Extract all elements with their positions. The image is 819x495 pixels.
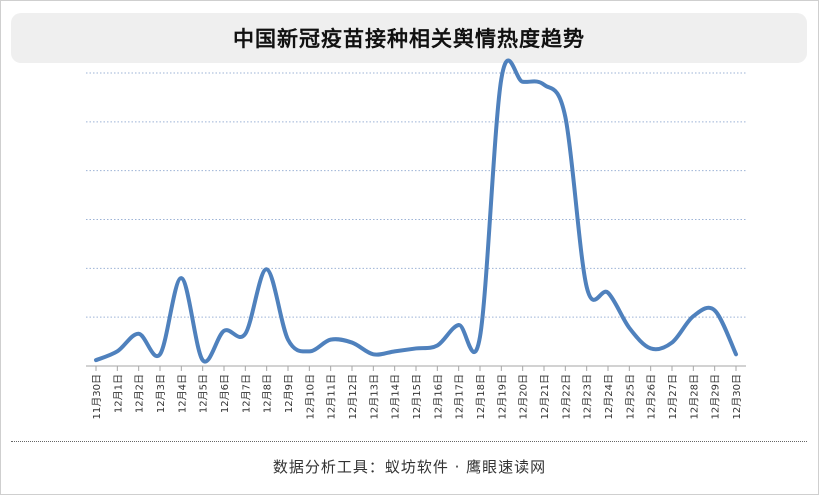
x-tick-label: 12月25日 <box>624 374 636 419</box>
x-tick-label: 12月28日 <box>688 374 700 419</box>
x-tick-label: 12月30日 <box>731 374 743 419</box>
x-tick-label: 12月17日 <box>454 374 466 419</box>
x-tick-label: 12月12日 <box>347 374 359 419</box>
x-tick-label: 12月14日 <box>390 374 402 419</box>
title-banner: 中国新冠疫苗接种相关舆情热度趋势 <box>11 13 807 63</box>
x-tick-label: 12月16日 <box>432 374 444 419</box>
x-tick-label: 12月7日 <box>240 374 252 413</box>
data-point <box>435 343 439 347</box>
data-point <box>457 323 461 327</box>
x-tick-label: 12月6日 <box>219 374 231 413</box>
data-point <box>350 341 354 345</box>
x-tick-label: 12月23日 <box>582 374 594 419</box>
data-point <box>286 338 290 342</box>
x-tick-label: 12月19日 <box>496 374 508 419</box>
data-point <box>201 358 205 362</box>
x-tick-label: 12月15日 <box>411 374 423 419</box>
x-tick-label: 12月26日 <box>646 374 658 419</box>
x-tick-label: 12月29日 <box>710 374 722 419</box>
data-point <box>542 83 546 87</box>
data-point <box>649 346 653 350</box>
chart-title: 中国新冠疫苗接种相关舆情热度趋势 <box>233 27 585 51</box>
data-point <box>222 329 226 333</box>
x-tick-label: 12月20日 <box>518 374 530 419</box>
data-point <box>478 335 482 339</box>
x-tick-label: 12月3日 <box>155 374 167 413</box>
data-point <box>414 346 418 350</box>
data-point <box>393 349 397 353</box>
x-tick-label: 12月8日 <box>262 374 274 413</box>
data-point <box>243 332 247 336</box>
data-point <box>585 285 589 289</box>
x-tick-label: 12月13日 <box>368 374 380 419</box>
footer-source-text: 数据分析工具：蚁坊软件 · 鹰眼速读网 <box>272 458 547 476</box>
data-point <box>627 326 631 330</box>
x-tick-label: 11月30日 <box>91 374 103 419</box>
data-point <box>265 267 269 271</box>
data-point <box>371 352 375 356</box>
x-tick-label: 12月4日 <box>176 374 188 413</box>
data-point <box>670 341 674 345</box>
x-tick-label: 12月9日 <box>283 374 295 413</box>
data-point <box>734 352 738 356</box>
data-point <box>158 352 162 356</box>
data-point <box>606 291 610 295</box>
data-point <box>713 308 717 312</box>
data-point <box>137 332 141 336</box>
data-point <box>307 349 311 353</box>
x-tick-label: 12月5日 <box>198 374 210 413</box>
x-tick-label: 12月21日 <box>539 374 551 419</box>
series-line <box>94 58 738 364</box>
data-point <box>179 276 183 280</box>
data-point <box>691 314 695 318</box>
data-point <box>521 80 525 84</box>
line-chart: 11月30日 12月1日 12月2日 12月3日 12月4日 12月5日 12月6日 12月7… <box>86 58 746 419</box>
data-point <box>499 77 503 81</box>
data-point <box>329 338 333 342</box>
x-tick-label: 12月10日 <box>304 374 316 419</box>
data-point <box>94 358 98 362</box>
footer-divider <box>11 441 807 442</box>
data-point <box>563 115 567 119</box>
data-point <box>115 349 119 353</box>
x-tick-label: 12月11日 <box>326 374 338 419</box>
x-tick-label: 12月22日 <box>560 374 572 419</box>
x-tick-label: 12月27日 <box>667 374 679 419</box>
x-tick-label: 12月2日 <box>134 374 146 413</box>
x-tick-label: 12月24日 <box>603 374 615 419</box>
x-tick-label: 12月18日 <box>475 374 487 419</box>
x-tick-label: 12月1日 <box>112 374 124 413</box>
